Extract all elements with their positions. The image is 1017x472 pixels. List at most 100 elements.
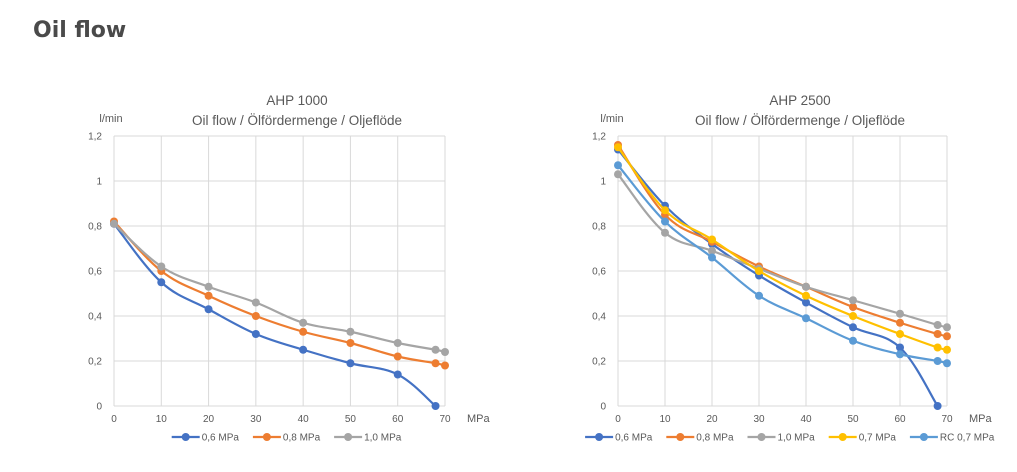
data-point <box>441 348 449 356</box>
data-point <box>346 339 355 347</box>
x-tick-label: 0 <box>111 414 117 425</box>
y-tick-label: 0,4 <box>88 312 102 323</box>
legend-item: 1,0 MPa <box>334 433 402 444</box>
data-point <box>896 330 904 338</box>
data-point <box>299 327 308 336</box>
legend-marker-icon <box>595 433 604 441</box>
data-point <box>346 359 355 368</box>
data-point <box>614 170 622 179</box>
data-point <box>896 343 904 352</box>
legend-item: RC 0,7 MPa <box>909 433 995 444</box>
data-point <box>157 262 166 271</box>
x-axis-label: MPa <box>969 413 993 425</box>
legend-marker-icon <box>919 433 928 441</box>
data-point <box>896 318 904 327</box>
legend-label: 0,6 MPa <box>615 433 653 444</box>
data-point <box>849 296 857 305</box>
series-line <box>112 222 437 408</box>
legend-item: 0,6 MPa <box>585 433 653 444</box>
data-point <box>708 235 716 244</box>
y-tick-label: 0,4 <box>592 312 606 323</box>
data-point <box>614 143 622 152</box>
legend-item: 0,7 MPa <box>828 433 897 444</box>
x-tick-label: 50 <box>345 414 357 425</box>
x-tick-label: 30 <box>250 414 262 425</box>
data-point <box>110 219 118 228</box>
data-point <box>393 339 402 347</box>
x-tick-label: 20 <box>203 414 215 425</box>
y-tick-label: 1 <box>96 177 102 188</box>
y-tick-label: 0,8 <box>88 222 102 233</box>
legend-item: 1,0 MPa <box>747 433 816 444</box>
data-point <box>755 267 763 275</box>
data-point <box>614 161 622 170</box>
data-point <box>204 305 213 314</box>
data-point <box>755 291 763 300</box>
data-point <box>251 330 260 338</box>
legend-marker-icon <box>757 433 766 441</box>
legend-marker-icon <box>676 433 685 441</box>
legend-label: 0,7 MPa <box>859 433 897 444</box>
x-tick-label: 10 <box>156 414 168 425</box>
y-tick-label: 0,2 <box>592 357 606 368</box>
chart-title: AHP 2500 <box>769 93 830 108</box>
y-tick-label: 1,2 <box>592 132 606 143</box>
data-point <box>849 323 857 332</box>
y-tick-label: 1,2 <box>88 132 102 143</box>
y-tick-label: 0,6 <box>88 267 102 278</box>
series-line <box>112 222 447 354</box>
legend-label: 1,0 MPa <box>364 433 402 444</box>
series-line <box>616 146 949 351</box>
data-point <box>802 298 810 307</box>
data-point <box>896 309 904 318</box>
chart-1: AHP 1000 Oil flow / Ölfördermenge / Oljef… <box>88 93 490 444</box>
chart-subtitle: Oil flow / Ölfördermenge / Oljeflöde <box>695 113 905 128</box>
y-tick-label: 1 <box>600 177 606 188</box>
data-point <box>849 303 857 311</box>
y-tick-label: 0,2 <box>88 357 102 368</box>
legend: 0,6 MPa 0,8 MPa 1,0 MPa <box>171 433 402 444</box>
x-tick-label: 50 <box>847 414 859 425</box>
data-point <box>849 336 857 345</box>
series-line <box>616 173 949 329</box>
data-point <box>299 318 308 327</box>
data-point <box>393 370 402 379</box>
data-point <box>204 282 213 291</box>
x-axis-label: MPa <box>467 413 491 425</box>
data-point <box>251 312 260 320</box>
x-tick-label: 60 <box>392 414 404 425</box>
y-tick-label: 0 <box>600 402 606 413</box>
series-0-7-mpa <box>614 143 951 354</box>
data-point <box>933 330 942 338</box>
data-point <box>943 359 951 368</box>
data-point <box>708 253 716 262</box>
data-point <box>441 361 449 370</box>
data-point <box>933 343 942 352</box>
data-point <box>802 314 810 323</box>
data-point <box>393 352 402 361</box>
data-point <box>708 246 716 255</box>
data-point <box>204 291 213 300</box>
legend: 0,6 MPa 0,8 MPa 1,0 MPa 0,7 MPa RC 0,7 MPa <box>585 433 995 444</box>
data-point <box>157 278 166 287</box>
x-tick-label: 0 <box>615 414 621 425</box>
y-tick-label: 0 <box>96 402 102 413</box>
legend-item: 0,8 MPa <box>252 433 321 444</box>
page-title: Oil flow <box>33 18 127 43</box>
legend-marker-icon <box>344 433 353 441</box>
chart-subtitle: Oil flow / Ölfördermenge / Oljeflöde <box>192 113 402 128</box>
y-tick-label: 0,6 <box>592 267 606 278</box>
x-tick-label: 60 <box>894 414 906 425</box>
data-point <box>661 217 669 226</box>
data-point <box>346 327 355 336</box>
legend-item: 0,6 MPa <box>171 433 239 444</box>
series-1-0-mpa <box>110 219 449 356</box>
legend-item: 0,8 MPa <box>666 433 734 444</box>
series-line <box>616 148 939 408</box>
chart-2: AHP 2500 Oil flow / Ölfördermenge / Oljef… <box>585 93 995 444</box>
data-point <box>251 298 260 307</box>
data-point <box>933 402 942 410</box>
data-point <box>933 357 942 365</box>
legend-label: 1,0 MPa <box>778 433 816 444</box>
